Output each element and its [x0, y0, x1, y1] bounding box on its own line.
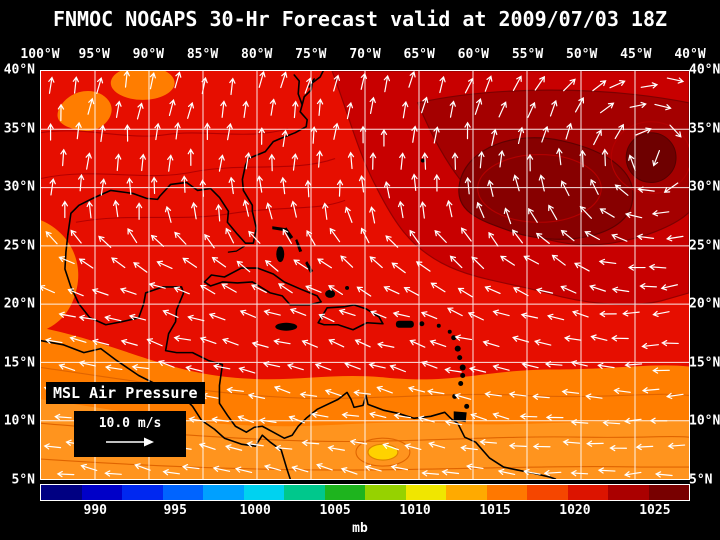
lon-label: 55°W: [511, 47, 544, 62]
coast-florida-keys: [227, 245, 246, 253]
coast-hispaniola: [317, 304, 384, 331]
wind-scale-arrow-icon: [106, 437, 154, 447]
island-andros: [276, 246, 285, 263]
colorbar-tick-label: 1015: [479, 503, 511, 518]
lon-label: 60°W: [457, 47, 489, 62]
coastlines: [41, 71, 557, 479]
zone-anticyclone-eye: [625, 132, 677, 183]
low-pressure-spot: [367, 443, 399, 461]
colorbar-tick-label: 1005: [319, 503, 351, 518]
lat-label: 10°N: [3, 413, 35, 429]
lat-label: 5°N: [689, 472, 713, 488]
island-trinidad: [453, 411, 467, 423]
island-inagua: [325, 289, 336, 298]
colorbar-segment: [284, 485, 325, 500]
colorbar-segment: [608, 485, 649, 500]
lat-label: 20°N: [3, 296, 35, 312]
colorbar-tick-label: 1020: [559, 503, 591, 518]
colorbar-segment: [567, 485, 608, 500]
colorbar-tick-label: 1000: [239, 503, 271, 518]
colorbar-segment: [162, 485, 203, 500]
lat-label: 15°N: [689, 355, 720, 371]
map-layer-label: MSL Air Pressure: [46, 382, 205, 404]
lat-label: 35°N: [689, 121, 720, 137]
island-abaco: [284, 227, 294, 240]
coast-mexico-caribbean-southamerica: [64, 233, 557, 479]
colorbar-segment: [81, 485, 122, 500]
lat-label: 15°N: [3, 355, 35, 371]
islands: [272, 158, 470, 423]
colorbar: [40, 484, 690, 501]
zone-dark-core: [458, 137, 634, 240]
coast-us-gulf-east: [67, 71, 324, 244]
pressure-map: MSL Air Pressure 10.0 m/s: [40, 70, 690, 480]
lon-label: 95°W: [78, 47, 110, 62]
island-bermuda: [420, 158, 425, 163]
colorbar-segment: [486, 485, 527, 500]
colorbar-unit-label: mb: [352, 521, 368, 536]
coast-pacific-central-america: [41, 339, 292, 479]
lon-label: 45°W: [620, 47, 652, 62]
colorbar-tick-label: 1025: [639, 503, 671, 518]
lon-label: 75°W: [295, 47, 327, 62]
lon-label: 70°W: [349, 47, 381, 62]
colorbar-segment: [648, 485, 689, 500]
colorbar-segment: [243, 485, 284, 500]
colorbar-segment: [122, 485, 163, 500]
island-puerto-rico: [395, 320, 414, 328]
colorbar-segment: [405, 485, 446, 500]
lon-label: 50°W: [566, 47, 598, 62]
colorbar-segment: [203, 485, 244, 500]
island-lesser-antilles: [419, 321, 470, 409]
lat-label: 30°N: [3, 179, 35, 195]
colorbar-segment: [527, 485, 568, 500]
lon-label: 65°W: [403, 47, 435, 62]
colorbar-tick-label: 995: [163, 503, 187, 518]
colorbar-segment: [41, 485, 82, 500]
island-jamaica: [275, 322, 298, 331]
colorbar-segment: [365, 485, 406, 500]
lat-label: 40°N: [689, 62, 720, 78]
lon-label: 80°W: [241, 47, 273, 62]
lon-label: 40°W: [674, 47, 706, 62]
page-title: FNMOC NOGAPS 30-Hr Forecast valid at 200…: [52, 7, 668, 31]
zone-orange-plains-1: [57, 91, 112, 132]
colorbar-segment: [324, 485, 365, 500]
lat-label: 10°N: [689, 413, 720, 429]
lat-label: 25°N: [689, 238, 720, 254]
lat-label: 20°N: [689, 296, 720, 312]
colorbar-segment: [446, 485, 487, 500]
wind-scale-legend: 10.0 m/s: [74, 411, 186, 457]
lon-label: 100°W: [20, 47, 60, 62]
wind-scale-label: 10.0 m/s: [98, 416, 162, 431]
colorbar-tick-label: 1010: [399, 503, 431, 518]
lat-label: 35°N: [3, 121, 35, 137]
colorbar-tick-label: 990: [83, 503, 107, 518]
lat-label: 30°N: [689, 179, 720, 195]
island-turks: [345, 285, 350, 290]
lon-label: 85°W: [186, 47, 219, 62]
grid-lines: [41, 71, 689, 479]
lat-label: 40°N: [3, 62, 35, 78]
lon-label: 90°W: [132, 47, 164, 62]
coast-cuba: [203, 267, 322, 306]
lat-label: 25°N: [3, 238, 35, 254]
lat-label: 5°N: [11, 472, 35, 488]
